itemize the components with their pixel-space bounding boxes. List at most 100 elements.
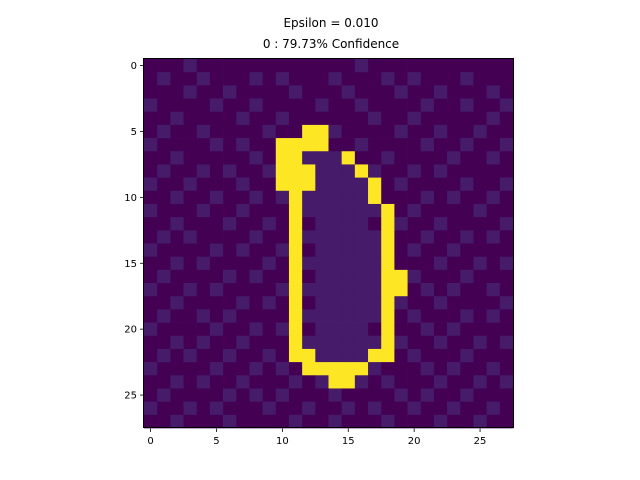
heatmap-cell bbox=[196, 72, 211, 86]
heatmap-cell bbox=[341, 230, 356, 244]
heatmap-cell bbox=[223, 269, 237, 284]
heatmap-cell bbox=[249, 72, 263, 86]
heatmap-cell-foreground bbox=[275, 151, 290, 165]
heatmap-cell bbox=[394, 243, 408, 258]
heatmap-cell bbox=[394, 388, 408, 402]
heatmap-cell bbox=[486, 256, 501, 271]
heatmap-cell bbox=[486, 362, 501, 376]
heatmap-cell bbox=[236, 256, 250, 271]
heatmap-cell bbox=[354, 243, 369, 258]
heatmap-cell bbox=[354, 190, 369, 205]
heatmap-cell bbox=[447, 124, 461, 139]
heatmap-cell bbox=[157, 59, 171, 73]
heatmap-cell bbox=[249, 98, 263, 113]
heatmap-cell bbox=[275, 243, 290, 258]
heatmap-cell bbox=[315, 59, 329, 73]
heatmap-cell bbox=[196, 124, 211, 139]
heatmap-cell bbox=[170, 362, 184, 376]
heatmap-cell bbox=[499, 85, 514, 99]
heatmap-cell bbox=[196, 243, 211, 258]
heatmap-cell bbox=[433, 309, 448, 323]
heatmap-cell bbox=[368, 296, 382, 310]
heatmap-cell bbox=[170, 164, 184, 178]
heatmap-cell bbox=[170, 72, 184, 86]
heatmap-cell-foreground bbox=[354, 362, 369, 376]
heatmap-cell bbox=[157, 85, 171, 99]
heatmap-cell bbox=[288, 375, 303, 389]
heatmap-cell bbox=[262, 190, 277, 205]
heatmap-cell bbox=[328, 177, 343, 192]
heatmap-cell bbox=[394, 217, 408, 231]
heatmap-cell bbox=[262, 98, 277, 113]
heatmap-cell bbox=[447, 151, 461, 165]
heatmap-cell bbox=[209, 85, 224, 99]
heatmap-cell-foreground bbox=[341, 151, 356, 165]
heatmap-cell bbox=[473, 72, 487, 86]
heatmap-cell bbox=[249, 414, 263, 429]
heatmap-cell bbox=[381, 59, 395, 73]
heatmap-cell bbox=[157, 283, 171, 297]
heatmap-cell bbox=[275, 111, 290, 126]
heatmap-cell bbox=[328, 283, 343, 297]
heatmap-cell bbox=[236, 98, 250, 113]
heatmap-cell bbox=[144, 335, 158, 350]
heatmap-cell bbox=[394, 256, 408, 271]
heatmap-cell bbox=[262, 177, 277, 192]
heatmap-cell bbox=[223, 362, 237, 376]
heatmap-cell bbox=[249, 190, 263, 205]
heatmap-cell bbox=[170, 151, 184, 165]
heatmap-cell bbox=[381, 72, 395, 86]
heatmap-cell bbox=[170, 335, 184, 350]
heatmap-cell-foreground bbox=[381, 230, 395, 244]
heatmap-cell bbox=[354, 217, 369, 231]
heatmap-cell-foreground bbox=[315, 138, 329, 152]
heatmap-cell bbox=[420, 309, 435, 323]
heatmap-cell bbox=[157, 177, 171, 192]
heatmap-cell bbox=[499, 348, 514, 363]
heatmap-cell bbox=[223, 388, 237, 402]
heatmap-cell-foreground bbox=[288, 296, 303, 310]
heatmap-cell bbox=[236, 230, 250, 244]
heatmap-cell bbox=[209, 190, 224, 205]
heatmap-cell bbox=[236, 296, 250, 310]
heatmap-cell bbox=[236, 401, 250, 416]
heatmap-cell bbox=[499, 177, 514, 192]
heatmap-cell bbox=[183, 230, 198, 244]
heatmap-cell bbox=[420, 401, 435, 416]
heatmap-cell bbox=[223, 230, 237, 244]
heatmap-cell bbox=[157, 375, 171, 389]
heatmap-cell bbox=[328, 348, 343, 363]
heatmap-cell-foreground bbox=[275, 177, 290, 192]
heatmap-cell bbox=[275, 362, 290, 376]
heatmap-cell bbox=[460, 348, 474, 363]
heatmap-cell bbox=[354, 269, 369, 284]
heatmap-cell bbox=[275, 401, 290, 416]
heatmap-cell bbox=[460, 335, 474, 350]
heatmap-cell bbox=[236, 309, 250, 323]
heatmap-cell bbox=[328, 414, 343, 429]
heatmap-cell bbox=[447, 401, 461, 416]
heatmap-cell bbox=[144, 414, 158, 429]
heatmap-cell bbox=[144, 401, 158, 416]
heatmap-cell bbox=[288, 362, 303, 376]
heatmap-cell bbox=[447, 203, 461, 218]
heatmap-cell bbox=[341, 283, 356, 297]
heatmap-cell bbox=[249, 309, 263, 323]
heatmap-cell bbox=[196, 348, 211, 363]
heatmap-cell bbox=[499, 164, 514, 178]
y-tick-label: 20 bbox=[124, 325, 137, 336]
heatmap-cell bbox=[433, 164, 448, 178]
heatmap-cell bbox=[473, 256, 487, 271]
heatmap-cell-foreground bbox=[288, 256, 303, 271]
heatmap-cell bbox=[368, 309, 382, 323]
heatmap-cell bbox=[170, 296, 184, 310]
heatmap-cell bbox=[236, 362, 250, 376]
heatmap-cell bbox=[460, 203, 474, 218]
heatmap-cell bbox=[381, 98, 395, 113]
heatmap-cell bbox=[262, 111, 277, 126]
heatmap-cell bbox=[196, 256, 211, 271]
x-tick-label: 15 bbox=[342, 436, 355, 447]
heatmap-cell bbox=[394, 190, 408, 205]
heatmap-cell bbox=[407, 362, 422, 376]
heatmap-cell bbox=[460, 269, 474, 284]
